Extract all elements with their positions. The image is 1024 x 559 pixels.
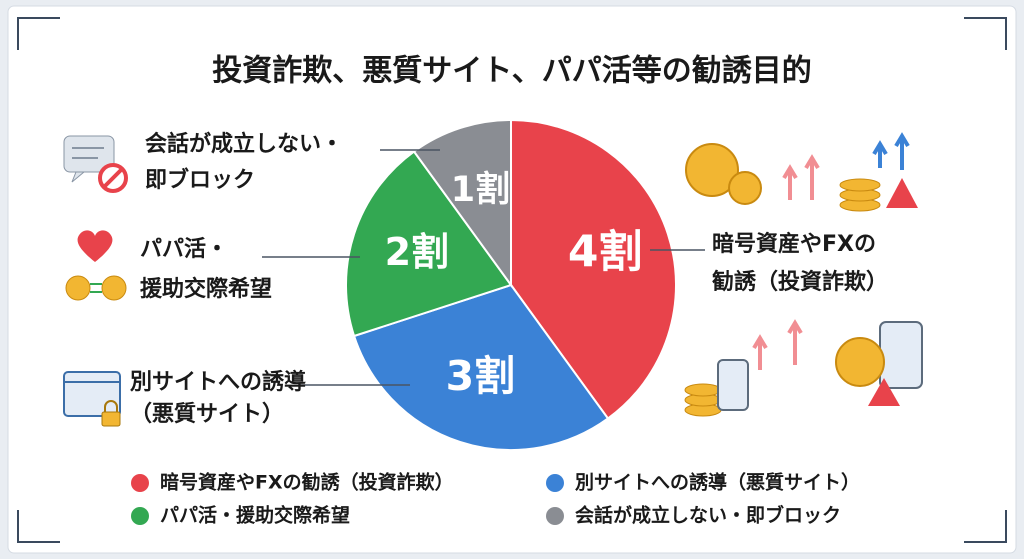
callout-label: 暗号資産やFXの — [712, 231, 876, 257]
callout-label: 即ブロック — [145, 167, 255, 193]
callout-label: 会話が成立しない・ — [145, 131, 343, 157]
legend-marker — [546, 474, 564, 492]
legend-marker — [131, 474, 149, 492]
legend-label: 会話が成立しない・即ブロック — [575, 504, 841, 527]
coin-growth-icons — [685, 132, 918, 212]
browser-lock-icon — [63, 371, 121, 427]
chart-title: 投資詐欺、悪質サイト、パパ活等の勧誘目的 — [212, 54, 811, 89]
legend-label: パパ活・援助交際希望 — [160, 504, 350, 527]
value-label: 4割 — [568, 226, 643, 277]
legend-marker — [131, 507, 149, 525]
callout-label: 勧誘（投資詐欺） — [712, 269, 888, 295]
pie-slice — [510, 118, 677, 420]
callout-label: （悪質サイト） — [130, 402, 284, 427]
chat-icon — [63, 135, 128, 193]
value-label: 1割 — [451, 170, 510, 210]
legend-label: 暗号資産やFXの勧誘（投資詐欺） — [160, 471, 454, 494]
callout-label: 別サイトへの誘導 — [130, 369, 306, 395]
pie-slice — [352, 283, 610, 451]
legend-marker — [546, 507, 564, 525]
value-label: 2割 — [385, 230, 449, 274]
phone-coin-icons — [684, 319, 923, 417]
callout-label: 援助交際希望 — [140, 276, 272, 302]
plot: 4割3割2割1割暗号資産やFXの勧誘（投資詐欺）別サイトへの誘導（悪質サイト）パ… — [130, 118, 888, 527]
legend-label: 別サイトへの誘導（悪質サイト） — [575, 471, 860, 494]
value-label: 3割 — [446, 352, 516, 400]
pie-slice — [345, 150, 513, 338]
heart-money-icon — [65, 230, 127, 301]
corner-brackets — [17, 17, 1007, 543]
callout-label: パパ活・ — [140, 237, 228, 262]
